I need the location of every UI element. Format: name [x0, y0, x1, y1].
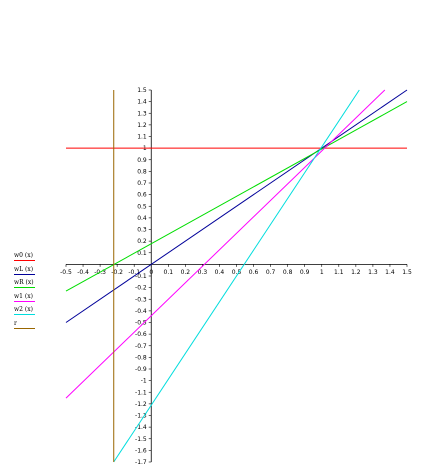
y-tick-label: -1.7: [135, 459, 147, 466]
series-line-w2-x: [113, 89, 360, 463]
legend-swatch: [14, 314, 35, 316]
x-tick-label: 1.5: [402, 269, 412, 276]
legend-item: r: [14, 319, 35, 334]
y-tick-label: -0.3: [135, 296, 147, 303]
y-tick-label: 0.7: [137, 180, 147, 187]
legend-item: wL (x): [14, 265, 35, 280]
y-tick-label: 0.9: [137, 157, 147, 164]
y-tick-label: 0.2: [137, 238, 147, 245]
x-tick-label: 0: [149, 269, 153, 276]
legend-label: w0 (x): [14, 252, 33, 259]
legend-label: wL (x): [14, 265, 34, 273]
legend-swatch: [14, 287, 35, 289]
x-tick-label: 0.4: [215, 269, 225, 276]
series-line-wl-x: [65, 89, 408, 323]
y-tick-label: -0.6: [135, 331, 147, 338]
x-tick-label: 1: [320, 269, 324, 276]
x-tick-label: 1.3: [368, 269, 378, 276]
series-line-wr-x: [65, 101, 408, 292]
y-tick-label: 1.1: [137, 134, 147, 141]
y-tick-label: 0.4: [137, 215, 147, 222]
y-tick-label: -1.3: [135, 413, 147, 420]
y-tick-label: 0.5: [137, 203, 147, 210]
legend-label: r: [14, 319, 17, 327]
y-tick-label: 1.4: [137, 99, 147, 106]
y-tick-label: -1.5: [135, 436, 147, 443]
y-tick-label: 1: [143, 145, 147, 152]
legend-swatch: [14, 327, 35, 329]
y-tick-label: -0.9: [135, 366, 147, 373]
x-tick-label: 1.2: [351, 269, 361, 276]
x-tick-label: 0.9: [300, 269, 310, 276]
legend-item: w1 (x): [14, 292, 35, 307]
legend-swatch: [14, 260, 35, 261]
legend-label: w1 (x): [14, 292, 33, 300]
y-tick-label: -0.5: [135, 320, 147, 327]
legend-swatch: [14, 300, 35, 302]
x-tick-label: 0.6: [249, 269, 259, 276]
series-line-w1-x: [65, 89, 386, 399]
legend-item: w0 (x): [14, 252, 35, 266]
y-tick-label: -0.4: [135, 308, 147, 315]
x-tick-label: -0.1: [128, 269, 140, 276]
y-tick-label: -1.6: [135, 447, 147, 454]
x-tick-label: 0.1: [164, 269, 174, 276]
legend: w0 (x) wL (x) wR (x) w1 (x) w2 (x) r: [14, 252, 35, 334]
y-tick-label: 1.3: [137, 110, 147, 117]
legend-label: wR (x): [14, 279, 34, 287]
x-tick-label: 0.5: [232, 269, 242, 276]
x-tick-label: -0.2: [111, 269, 123, 276]
y-tick-label: -1: [141, 378, 147, 385]
y-tick-label: -1.1: [135, 389, 147, 396]
y-tick-label: 0.3: [137, 227, 147, 234]
legend-item: wR (x): [14, 279, 35, 293]
x-tick-label: 0.7: [266, 269, 276, 276]
y-tick-label: -1.4: [135, 424, 147, 431]
x-tick-label: -0.5: [60, 269, 72, 276]
y-tick-label: 0.1: [137, 250, 147, 257]
x-tick-label: 0.2: [181, 269, 191, 276]
y-tick-label: -0.1: [135, 273, 147, 280]
legend-item: w2 (x): [14, 306, 35, 320]
y-tick-label: -0.8: [135, 354, 147, 361]
y-tick-label: 1.2: [137, 122, 147, 129]
x-tick-label: 1.1: [334, 269, 344, 276]
y-tick-label: 0.8: [137, 168, 147, 175]
y-tick-label: -1.2: [135, 401, 147, 408]
x-tick-label: 0.8: [283, 269, 293, 276]
legend-swatch: [14, 273, 35, 275]
y-tick-label: 1.5: [137, 87, 147, 94]
y-tick-label: -0.7: [135, 343, 147, 350]
y-tick-label: 0.6: [137, 192, 147, 199]
x-tick-label: 0.3: [198, 269, 208, 276]
y-tick-label: -0.2: [135, 285, 147, 292]
legend-label: w2 (x): [14, 306, 33, 314]
x-tick-label: -0.4: [77, 269, 89, 276]
x-tick-label: 1.4: [385, 269, 395, 276]
